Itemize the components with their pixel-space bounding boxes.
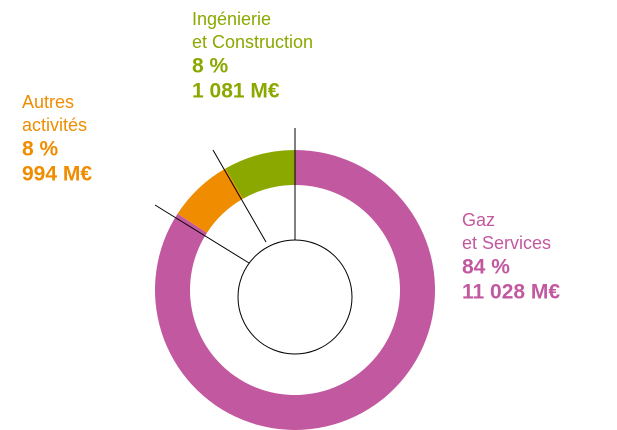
donut-slice bbox=[225, 150, 295, 199]
percent-label: 8 % bbox=[192, 55, 229, 78]
category-label: et Services bbox=[462, 233, 551, 253]
category-label: et Construction bbox=[192, 32, 313, 52]
category-label: Ingénierie bbox=[192, 9, 271, 29]
category-label: activités bbox=[22, 115, 87, 135]
amount-label: 1 081 M€ bbox=[192, 80, 280, 103]
category-label: Gaz bbox=[462, 210, 495, 230]
donut-slice bbox=[177, 168, 243, 233]
category-label: Autres bbox=[22, 92, 74, 112]
percent-label: 84 % bbox=[462, 256, 510, 279]
percent-label: 8 % bbox=[22, 138, 59, 161]
amount-label: 11 028 M€ bbox=[462, 281, 560, 304]
amount-label: 994 M€ bbox=[22, 163, 92, 186]
inner-circle bbox=[237, 239, 353, 355]
donut bbox=[155, 150, 435, 430]
leader-line bbox=[212, 149, 267, 243]
leader-line bbox=[154, 204, 250, 264]
